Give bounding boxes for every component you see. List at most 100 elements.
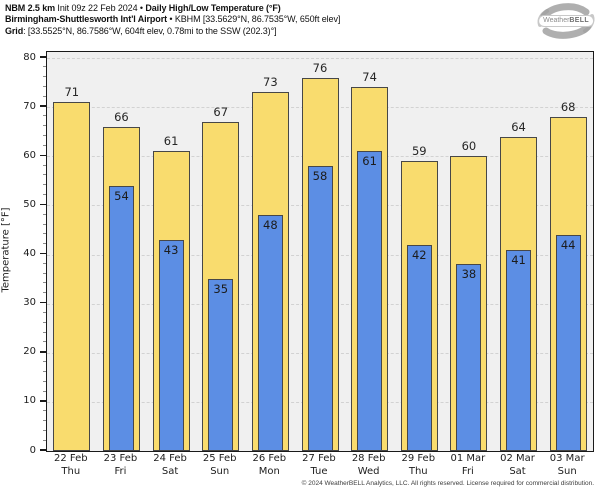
y-minor-tick (43, 420, 46, 422)
y-minor-tick (43, 292, 46, 294)
x-tick-label: 22 Feb Thu (46, 453, 96, 478)
x-tick-label: 28 Feb Wed (344, 453, 394, 478)
y-minor-tick (43, 164, 46, 166)
high-value-label: 59 (411, 144, 427, 159)
bar-low: 35 (208, 279, 234, 451)
low-value-label: 35 (213, 282, 229, 297)
y-minor-tick (43, 213, 46, 215)
y-minor-tick (43, 439, 46, 441)
bar-low: 54 (108, 185, 134, 451)
y-minor-tick (43, 311, 46, 313)
high-value-label: 74 (362, 70, 377, 85)
bar-low: 48 (257, 215, 283, 451)
x-tick-date: 24 Feb (153, 453, 187, 464)
high-value-label: 60 (461, 139, 477, 154)
low-value-label: 61 (362, 154, 377, 169)
low-value-label: 48 (263, 218, 278, 233)
header-line-1: NBM 2.5 km Init 09z 22 Feb 2024 • Daily … (5, 3, 340, 14)
y-minor-tick (43, 223, 46, 225)
y-axis: 0 10 20 30 40 50 60 70 80 (0, 51, 46, 456)
low-value-label: 44 (560, 237, 576, 252)
y-tick-label: 60 (23, 149, 36, 161)
y-tick-label: 0 (29, 444, 36, 456)
bar-low: 61 (357, 151, 383, 451)
x-tick-day: Thu (408, 465, 428, 477)
y-major-tick (40, 351, 46, 353)
x-tick-date: 29 Feb (401, 453, 436, 464)
station-name: Birmingham-Shuttlesworth Int'l Airport (5, 14, 168, 25)
chart-header: NBM 2.5 km Init 09z 22 Feb 2024 • Daily … (5, 3, 340, 37)
y-minor-tick (43, 282, 46, 284)
low-value-label: 54 (114, 188, 129, 203)
grid-meta: : [33.5525°N, 86.7586°W, 604ft elev, 0.7… (23, 25, 277, 36)
y-tick-label: 70 (23, 100, 36, 112)
header-line-2: Birmingham-Shuttlesworth Int'l Airport •… (5, 14, 340, 25)
station-meta: • KBHM [33.5629°N, 86.7535°W, 650ft elev… (167, 14, 341, 25)
high-value-label: 67 (213, 104, 229, 119)
logo-bell-text: BELL (569, 17, 589, 24)
y-tick-label: 80 (23, 51, 36, 63)
y-major-tick (40, 105, 46, 107)
y-minor-tick (43, 95, 46, 97)
y-minor-tick (43, 361, 46, 363)
low-value-label: 58 (312, 169, 328, 184)
y-minor-tick (43, 410, 46, 412)
x-tick-label: 02 Mar Sat (493, 453, 543, 478)
y-minor-tick (43, 76, 46, 78)
x-tick-label: 25 Feb Sun (195, 453, 245, 478)
y-tick-label: 50 (23, 198, 36, 210)
high-value-label: 68 (560, 99, 576, 114)
x-tick-label: 29 Feb Thu (393, 453, 443, 478)
x-tick-date: 23 Feb (103, 453, 138, 464)
x-tick-day: Fri (114, 465, 127, 477)
x-tick-date: 26 Feb (252, 453, 287, 464)
high-value-label: 66 (114, 109, 129, 124)
x-tick-day: Fri (461, 465, 474, 477)
x-tick-date: 22 Feb (54, 453, 88, 464)
low-value-label: 42 (411, 247, 427, 262)
logo-wordmark: WeatherBELL (538, 15, 594, 27)
y-minor-tick (43, 233, 46, 235)
y-major-tick (40, 203, 46, 206)
y-major-tick (40, 56, 46, 58)
y-minor-tick (43, 262, 46, 264)
x-tick-label: 01 Mar Fri (443, 453, 493, 478)
x-tick-day: Sat (509, 465, 526, 477)
y-minor-tick (43, 66, 46, 68)
y-major-tick (40, 154, 46, 156)
product-title: Daily High/Low Temperature (°F) (145, 3, 281, 13)
y-minor-tick (43, 272, 46, 274)
bullet-separator: • (139, 3, 146, 13)
low-value-label: 41 (511, 252, 526, 267)
y-major-tick (40, 301, 46, 304)
y-minor-tick (43, 380, 46, 382)
x-tick-date: 27 Feb (302, 453, 336, 464)
x-tick-date: 02 Mar (500, 453, 535, 464)
x-tick-day: Thu (61, 465, 81, 477)
x-tick-label: 26 Feb Mon (245, 453, 295, 478)
y-minor-tick (43, 144, 46, 146)
weatherbell-logo: WeatherBELL (535, 2, 597, 40)
high-value-label: 71 (64, 85, 80, 100)
low-value-label: 38 (461, 267, 477, 282)
x-tick-date: 03 Mar (549, 453, 585, 464)
gridline-80 (47, 58, 593, 59)
x-tick-label: 03 Mar Sun (542, 453, 592, 478)
x-tick-date: 01 Mar (450, 453, 486, 464)
bar-low: 44 (555, 234, 581, 451)
y-tick-label: 10 (23, 395, 36, 407)
x-tick-date: 28 Feb (351, 453, 386, 464)
y-minor-tick (43, 174, 46, 176)
x-tick-day: Tue (310, 465, 328, 477)
low-value-label: 43 (163, 242, 179, 257)
model-name: NBM 2.5 km (5, 3, 56, 13)
y-minor-tick (43, 331, 46, 333)
bar-low: 38 (456, 264, 482, 451)
init-time: Init 09z 22 Feb 2024 (55, 3, 140, 13)
x-tick-label: 23 Feb Fri (96, 453, 146, 478)
y-minor-tick (43, 85, 46, 87)
y-tick-label: 40 (23, 248, 36, 259)
high-value-label: 73 (263, 75, 278, 90)
high-value-label: 76 (312, 60, 328, 75)
grid-label: Grid (5, 25, 24, 36)
